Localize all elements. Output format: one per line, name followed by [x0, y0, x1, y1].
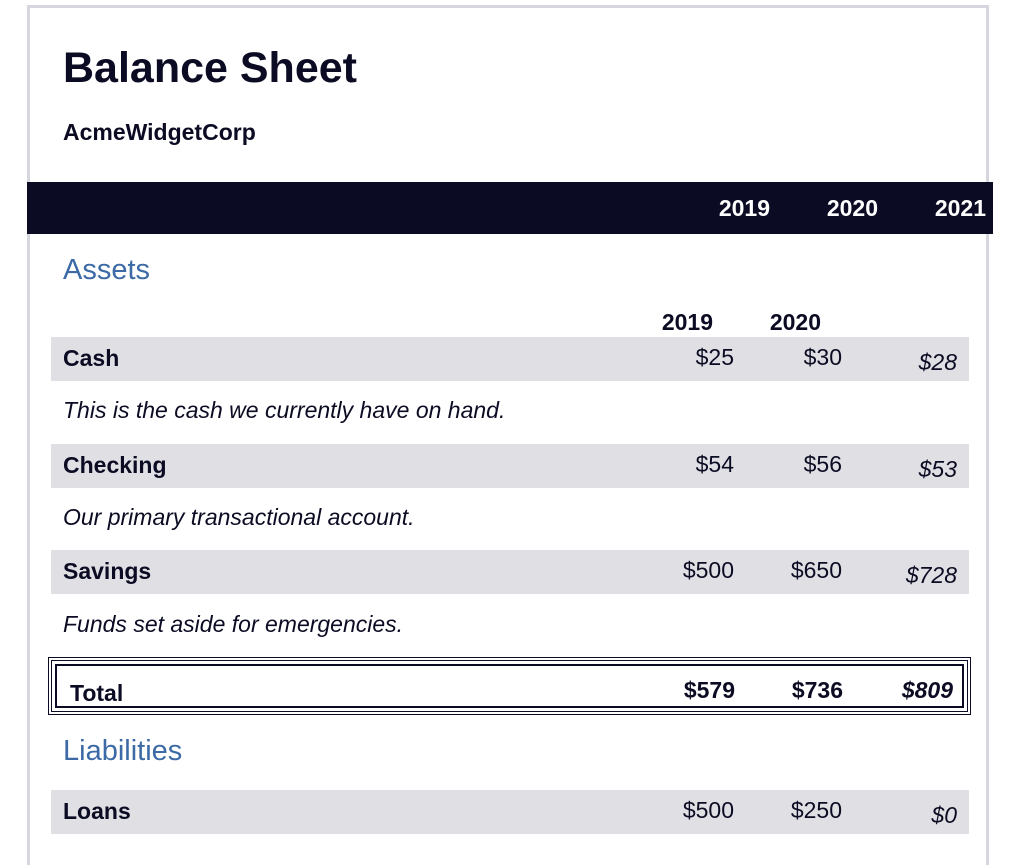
- page-title: Balance Sheet: [63, 44, 357, 92]
- row-description: Our primary transactional account.: [63, 504, 415, 530]
- value-2021: $0: [931, 802, 957, 828]
- row-label: Loans: [63, 798, 131, 824]
- company-name: AcmeWidgetCorp: [63, 119, 256, 145]
- value-2020: $250: [790, 797, 842, 823]
- value-2021: $53: [918, 456, 957, 482]
- row-description: Funds set aside for emergencies.: [63, 611, 404, 637]
- total-2020: $736: [791, 677, 843, 703]
- table-row-checking: Checking $54 $56 $53: [51, 444, 969, 488]
- table-row-cash: Cash $25 $30 $28: [51, 337, 969, 381]
- row-label: Savings: [63, 558, 152, 584]
- balance-sheet-container: [27, 5, 989, 865]
- value-2020: $30: [803, 344, 842, 370]
- row-label: Cash: [63, 345, 120, 371]
- value-2020: $650: [790, 557, 842, 583]
- header-year-2021: 2021: [934, 195, 986, 221]
- total-row: Total $579 $736 $809: [48, 657, 971, 715]
- table-row-loans: Loans $500 $250 $0: [51, 790, 969, 834]
- subheader-year-2019: 2019: [661, 309, 713, 335]
- total-row-border: [55, 664, 964, 708]
- value-2019: $54: [695, 451, 734, 477]
- row-description: This is the cash we currently have on ha…: [63, 397, 506, 423]
- total-label: Total: [70, 680, 124, 706]
- value-2020: $56: [803, 451, 842, 477]
- value-2019: $500: [682, 557, 734, 583]
- value-2021: $28: [918, 349, 957, 375]
- total-2021: $809: [901, 677, 953, 703]
- header-year-2019: 2019: [718, 195, 770, 221]
- section-title-liabilities: Liabilities: [63, 735, 183, 767]
- value-2019: $25: [695, 344, 734, 370]
- value-2019: $500: [682, 797, 734, 823]
- section-title-assets: Assets: [63, 254, 151, 286]
- header-year-2020: 2020: [826, 195, 878, 221]
- row-label: Checking: [63, 452, 167, 478]
- year-header-bar: 2019 2020 2021: [27, 182, 993, 234]
- subheader-year-2020: 2020: [769, 309, 821, 335]
- total-2019: $579: [683, 677, 735, 703]
- value-2021: $728: [905, 562, 957, 588]
- table-row-savings: Savings $500 $650 $728: [51, 550, 969, 594]
